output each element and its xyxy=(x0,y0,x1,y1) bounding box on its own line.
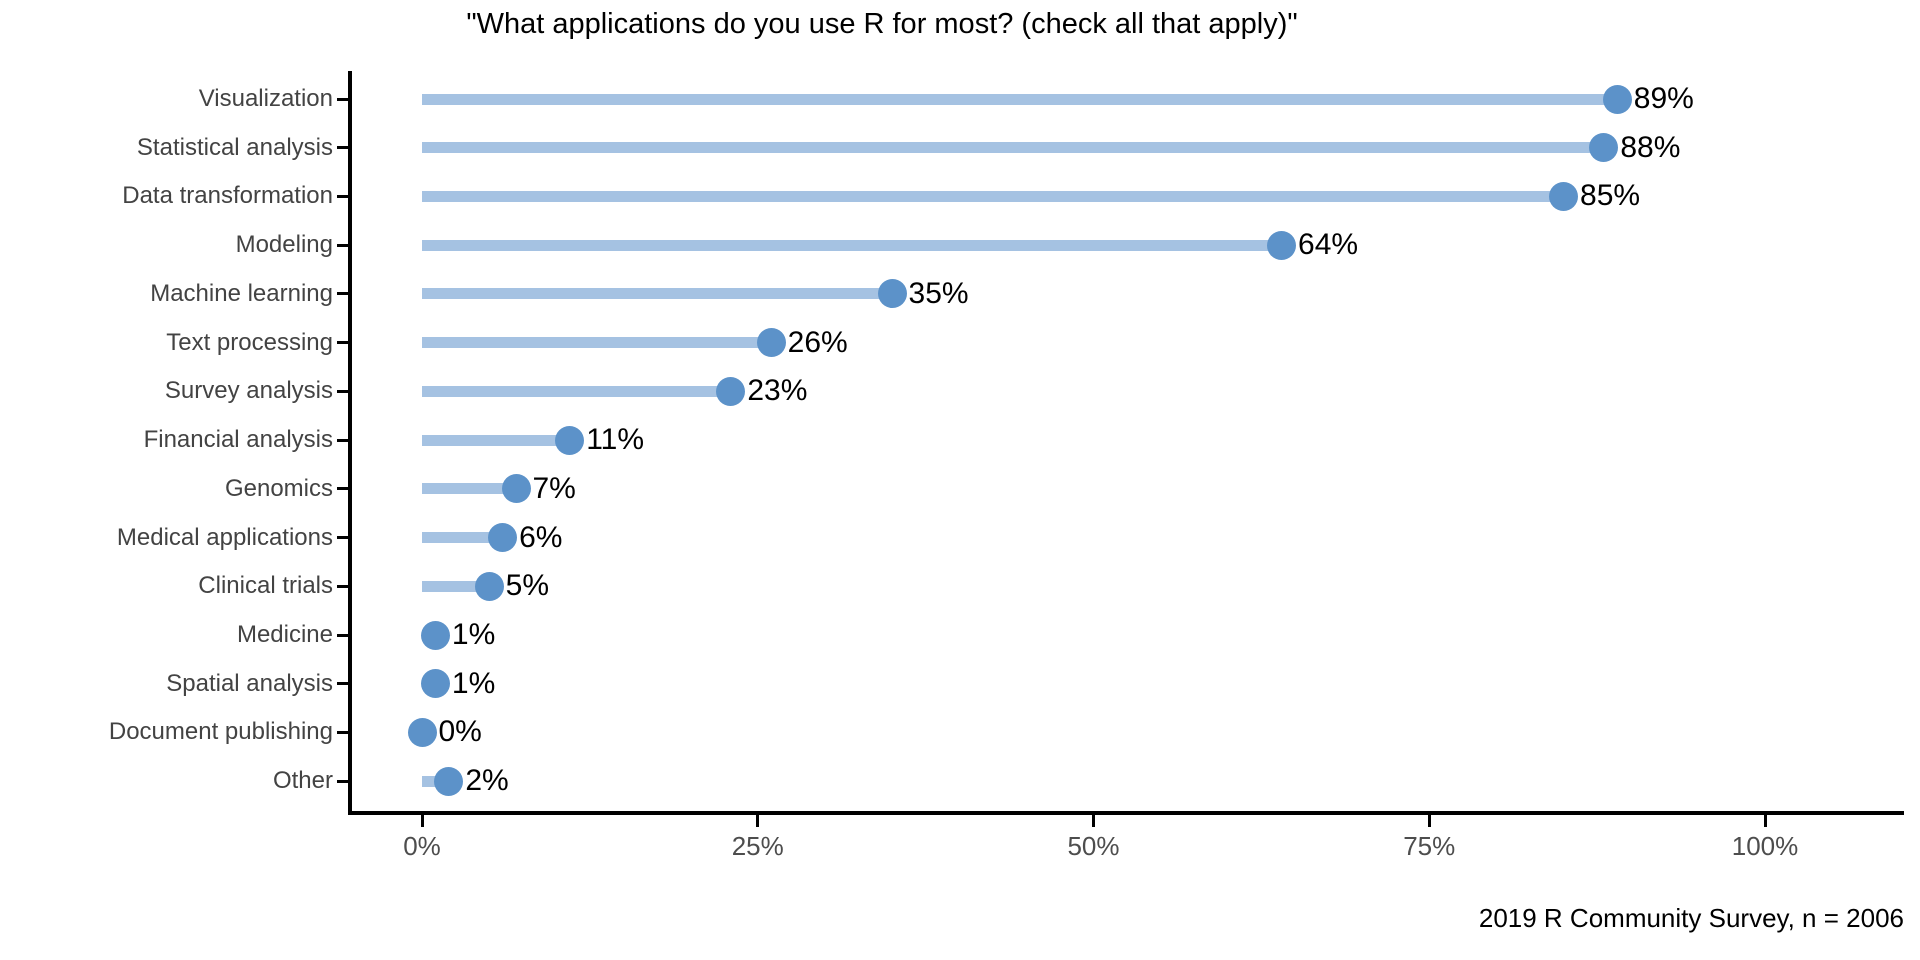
y-axis-tick xyxy=(337,341,351,345)
category-label: Spatial analysis xyxy=(166,669,333,697)
category-label: Medicine xyxy=(236,621,333,649)
lollipop-stem xyxy=(422,93,1618,105)
category-label: Document publishing xyxy=(108,718,333,746)
y-axis-tick xyxy=(337,487,351,491)
value-label: 1% xyxy=(451,618,496,652)
y-axis-tick xyxy=(337,194,351,198)
lollipop-dot xyxy=(555,425,585,455)
value-label: 2% xyxy=(465,764,509,798)
lollipop-stem xyxy=(422,434,570,446)
value-label: 35% xyxy=(908,276,969,310)
lollipop-stem xyxy=(422,532,503,544)
x-axis-tick-label: 100% xyxy=(1731,831,1799,861)
value-label: 1% xyxy=(451,666,496,700)
y-axis-tick xyxy=(337,779,351,783)
category-label: Visualization xyxy=(198,85,333,112)
x-axis-tick xyxy=(756,815,760,827)
value-label: 85% xyxy=(1580,179,1641,213)
value-label: 11% xyxy=(586,423,645,457)
lollipop-stem xyxy=(422,239,1282,251)
lollipop-dot xyxy=(756,328,786,358)
category-label: Data transformation xyxy=(122,182,333,210)
category-label: Machine learning xyxy=(150,279,333,307)
chart-title: "What applications do you use R for most… xyxy=(466,8,1298,40)
category-label: Genomics xyxy=(224,474,333,502)
value-label: 89% xyxy=(1633,82,1694,115)
category-label: Survey analysis xyxy=(164,377,333,405)
x-axis-tick xyxy=(1763,815,1767,827)
lollipop-dot xyxy=(420,620,450,650)
y-axis-tick xyxy=(337,536,351,540)
value-label: 23% xyxy=(747,374,808,408)
x-axis-tick-label: 75% xyxy=(1403,831,1456,861)
category-label: Medical applications xyxy=(116,523,333,551)
lollipop-stem xyxy=(422,337,772,349)
value-label: 6% xyxy=(519,520,563,554)
lollipop-stem xyxy=(422,142,1604,154)
lollipop-stem xyxy=(422,385,731,397)
x-axis-tick-label: 50% xyxy=(1067,831,1120,861)
lollipop-stem xyxy=(422,288,893,300)
lollipop-dot xyxy=(1589,133,1619,163)
x-axis-tick-label: 25% xyxy=(731,831,784,861)
y-axis-tick xyxy=(337,146,351,150)
value-label: 7% xyxy=(532,471,576,505)
lollipop-stem xyxy=(422,483,516,495)
x-axis-tick xyxy=(420,815,424,827)
lollipop-dot xyxy=(501,474,531,504)
y-axis-tick xyxy=(337,389,351,393)
y-axis-tick xyxy=(337,682,351,686)
y-axis-tick xyxy=(337,243,351,247)
chart-caption: 2019 R Community Survey, n = 2006 xyxy=(1478,903,1904,933)
x-axis-tick xyxy=(1427,815,1431,827)
x-axis-tick-label: 0% xyxy=(403,831,441,861)
x-axis-line xyxy=(348,811,1904,815)
x-axis-tick xyxy=(1092,815,1095,827)
lollipop-dot xyxy=(1549,181,1579,211)
y-axis-line xyxy=(348,71,352,815)
category-label: Modeling xyxy=(235,231,333,259)
category-label: Clinical trials xyxy=(198,572,333,600)
lollipop-dot xyxy=(877,279,907,309)
lollipop-stem xyxy=(422,190,1564,202)
lollipop-stem xyxy=(422,580,490,592)
category-label: Text processing xyxy=(166,328,333,356)
y-axis-tick xyxy=(337,292,351,296)
y-axis-tick xyxy=(337,730,351,734)
value-label: 26% xyxy=(787,325,848,359)
category-label: Statistical analysis xyxy=(136,133,333,161)
lollipop-dot xyxy=(434,766,464,796)
lollipop-dot xyxy=(420,669,450,699)
y-axis-tick xyxy=(337,633,351,637)
y-axis-tick xyxy=(337,584,351,588)
lollipop-dot xyxy=(1267,230,1297,260)
y-axis-tick xyxy=(337,438,351,442)
y-axis-tick xyxy=(337,97,351,101)
category-label: Other xyxy=(272,767,333,795)
lollipop-dot xyxy=(488,523,518,553)
value-label: 5% xyxy=(505,569,549,603)
lollipop-dot xyxy=(474,571,504,601)
value-label: 64% xyxy=(1298,228,1359,262)
lollipop-dot xyxy=(407,717,437,747)
lollipop-dot xyxy=(1602,84,1632,114)
lollipop-dot xyxy=(716,376,746,406)
category-label: Financial analysis xyxy=(143,426,333,454)
value-label: 0% xyxy=(438,715,482,749)
value-label: 88% xyxy=(1620,130,1681,164)
